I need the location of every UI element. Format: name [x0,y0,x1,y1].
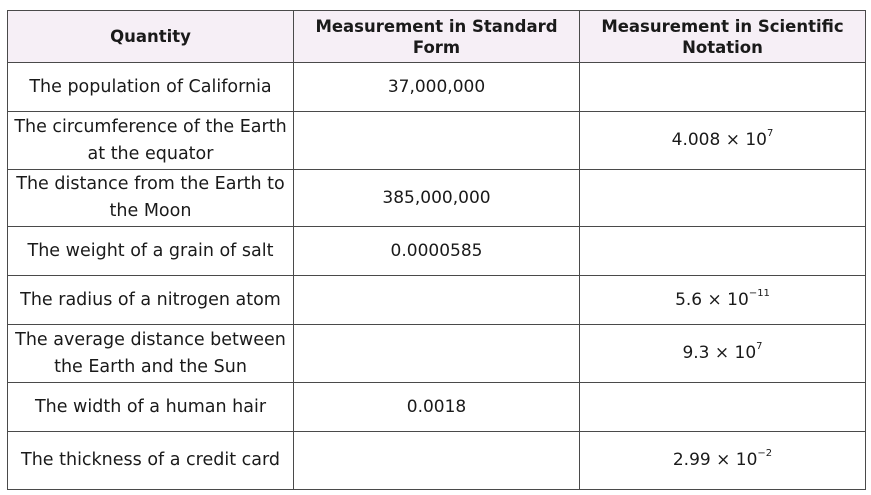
scientific-notation-cell: 4.008 × 107 [579,111,866,170]
standard-form-cell [293,275,580,325]
header-row: Quantity Measurement in Standard Form Me… [7,10,866,63]
quantity-cell: The radius of a nitrogen atom [7,275,294,325]
standard-form-cell: 385,000,000 [293,169,580,227]
standard-form-cell [293,111,580,170]
scientific-notation-cell [579,226,866,276]
scientific-notation-cell [579,62,866,112]
table-row: The width of a human hair 0.0018 [7,382,866,432]
quantity-cell: The distance from the Earth to the Moon [7,169,294,227]
standard-form-cell: 0.0018 [293,382,580,432]
quantity-cell: The thickness of a credit card [7,431,294,490]
table-row: The population of California 37,000,000 [7,62,866,112]
standard-form-cell: 37,000,000 [293,62,580,112]
table-row: The circumference of the Earth at the eq… [7,111,866,170]
table-row: The distance from the Earth to the Moon … [7,169,866,227]
scientific-notation-cell: 9.3 × 107 [579,324,866,383]
header-scientific-notation: Measurement in Scientific Notation [579,10,866,63]
table-row: The weight of a grain of salt 0.0000585 [7,226,866,276]
sci-exponent: −11 [748,287,770,299]
quantity-cell: The weight of a grain of salt [7,226,294,276]
scientific-notation-cell [579,382,866,432]
table-row: The average distance between the Earth a… [7,324,866,383]
table-row: The radius of a nitrogen atom 5.6 × 10−1… [7,275,866,325]
sci-exponent: 7 [756,341,763,353]
scientific-notation-cell [579,169,866,227]
quantity-cell: The circumference of the Earth at the eq… [7,111,294,170]
sci-exponent: 7 [766,128,774,140]
sci-base: 5.6 × 10 [675,289,749,310]
sci-base: 4.008 × 10 [671,130,767,150]
standard-form-cell [293,324,580,383]
quantity-cell: The population of California [7,62,294,112]
scientific-notation-table: Quantity Measurement in Standard Form Me… [7,10,866,490]
sci-base: 2.99 × 10 [672,450,758,470]
sci-base: 9.3 × 10 [682,343,757,363]
quantity-cell: The width of a human hair [7,382,294,432]
sci-exponent: −2 [757,448,773,460]
standard-form-cell [293,431,580,490]
table-row: The thickness of a credit card 2.99 × 10… [7,431,866,490]
header-quantity: Quantity [7,10,294,63]
scientific-notation-cell: 2.99 × 10−2 [579,431,866,490]
quantity-cell: The average distance between the Earth a… [7,324,294,383]
scientific-notation-cell: 5.6 × 10−11 [579,275,866,325]
header-standard-form: Measurement in Standard Form [293,10,580,63]
standard-form-cell: 0.0000585 [293,226,580,276]
